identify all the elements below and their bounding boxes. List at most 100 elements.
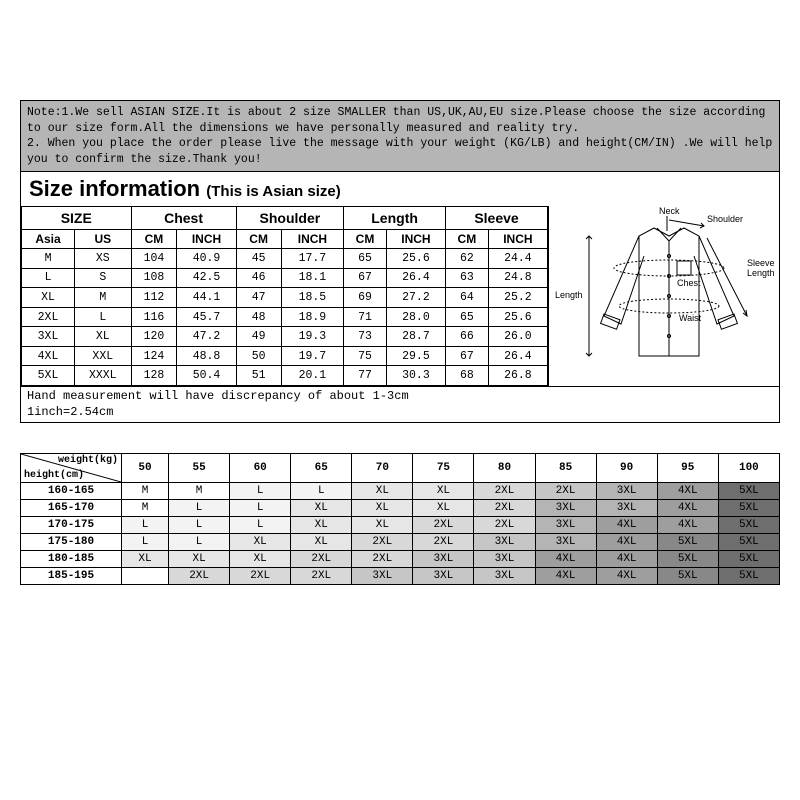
size-cell: 19.7 [281,346,343,366]
size-cell: 2XL [22,307,75,327]
rec-cell: 2XL [474,483,535,500]
size-cell: 48.8 [177,346,236,366]
size-cell: 27.2 [386,288,445,308]
size-cell: 47.2 [177,327,236,347]
note-text: Note:1.We sell ASIAN SIZE.It is about 2 … [20,100,780,172]
size-cell: 24.4 [488,249,547,269]
label-shoulder: Shoulder [707,214,743,224]
rec-cell: 5XL [718,534,779,551]
rec-cell: XL [291,500,352,517]
rec-cell: 2XL [535,483,596,500]
size-cell: 69 [344,288,387,308]
rec-cell: 3XL [413,568,474,585]
height-header: 175-180 [21,534,122,551]
rec-cell: 5XL [718,551,779,568]
rec-cell: 3XL [535,517,596,534]
size-cell: 66 [446,327,489,347]
size-cell: 25.2 [488,288,547,308]
corner-cell: weight(kg)height(cm) [21,454,122,483]
rec-cell: L [169,500,230,517]
rec-cell: L [122,517,169,534]
size-cell: S [75,268,132,288]
size-cell: 50 [236,346,281,366]
rec-cell: 4XL [596,568,657,585]
size-cell: 47 [236,288,281,308]
size-cell: 26.0 [488,327,547,347]
size-cell: 26.8 [488,366,547,386]
size-cell: 45.7 [177,307,236,327]
weight-header: 80 [474,454,535,483]
rec-cell: XL [352,517,413,534]
size-cell: 63 [446,268,489,288]
rec-cell: 3XL [474,534,535,551]
rec-cell: 2XL [474,500,535,517]
size-cell: 18.5 [281,288,343,308]
size-cell: L [22,268,75,288]
size-cell: 17.7 [281,249,343,269]
col-sub: INCH [488,230,547,249]
size-cell: 75 [344,346,387,366]
col-sub: Asia [22,230,75,249]
rec-cell: L [169,534,230,551]
rec-cell: 2XL [291,551,352,568]
size-cell: 19.3 [281,327,343,347]
rec-cell: 5XL [657,551,718,568]
size-cell: 20.1 [281,366,343,386]
col-group: Shoulder [236,207,344,230]
rec-cell: L [230,517,291,534]
size-cell: 3XL [22,327,75,347]
weight-header: 55 [169,454,230,483]
rec-cell: XL [169,551,230,568]
rec-cell: XL [291,534,352,551]
rec-cell: 5XL [718,517,779,534]
height-header: 170-175 [21,517,122,534]
title-sub: (This is Asian size) [206,183,340,200]
label-sleeve-2: Length [747,268,775,278]
label-length: Length [555,290,583,300]
rec-cell: L [291,483,352,500]
rec-cell: 3XL [596,500,657,517]
weight-header: 65 [291,454,352,483]
col-sub: INCH [177,230,236,249]
size-cell: 73 [344,327,387,347]
weight-header: 85 [535,454,596,483]
size-cell: 128 [131,366,177,386]
col-sub: CM [446,230,489,249]
size-cell: 28.7 [386,327,445,347]
size-cell: 112 [131,288,177,308]
size-cell: 18.9 [281,307,343,327]
size-cell: XXL [75,346,132,366]
size-cell: 5XL [22,366,75,386]
col-sub: INCH [281,230,343,249]
rec-cell: XL [352,483,413,500]
rec-cell: L [169,517,230,534]
rec-cell: M [122,500,169,517]
weight-header: 50 [122,454,169,483]
rec-cell: XL [352,500,413,517]
rec-cell: 2XL [413,534,474,551]
corner-height: height(cm) [24,470,84,481]
rec-cell: 2XL [291,568,352,585]
rec-cell: XL [291,517,352,534]
size-cell: 104 [131,249,177,269]
rec-cell: 4XL [596,551,657,568]
shirt-diagram: Neck Shoulder Sleeve Length Chest Waist … [548,206,779,386]
size-cell: 26.4 [488,346,547,366]
footnote-line1: Hand measurement will have discrepancy o… [27,389,773,405]
rec-cell: L [122,534,169,551]
footnote: Hand measurement will have discrepancy o… [21,386,779,422]
rec-cell: XL [230,551,291,568]
rec-cell: 3XL [596,483,657,500]
footnote-line2: 1inch=2.54cm [27,405,773,421]
rec-cell: 5XL [657,534,718,551]
height-header: 185-195 [21,568,122,585]
size-cell: 116 [131,307,177,327]
size-cell: XL [22,288,75,308]
size-cell: 77 [344,366,387,386]
rec-cell: 5XL [718,568,779,585]
height-header: 165-170 [21,500,122,517]
rec-cell: M [122,483,169,500]
size-cell: 124 [131,346,177,366]
recommendation-table: weight(kg)height(cm)50556065707580859095… [20,453,780,585]
label-sleeve-1: Sleeve [747,258,775,268]
